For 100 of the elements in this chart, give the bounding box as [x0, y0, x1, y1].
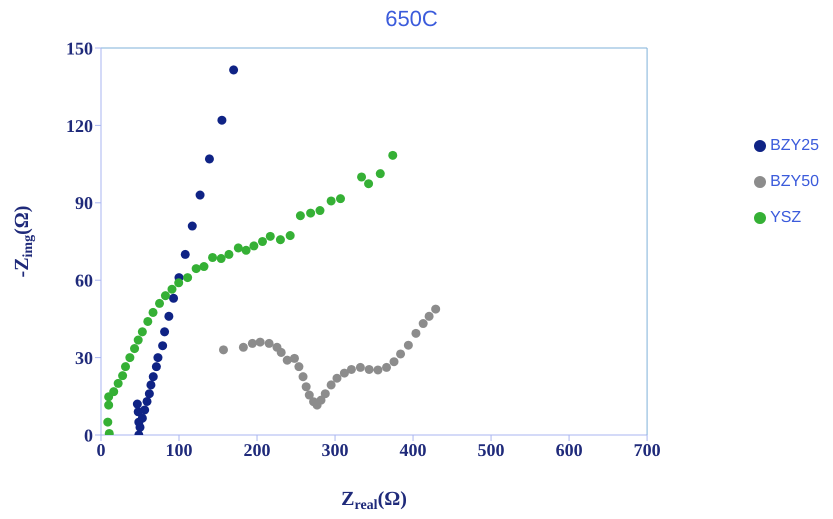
point: [229, 65, 238, 74]
point: [298, 372, 308, 382]
point: [120, 362, 130, 372]
point: [315, 206, 324, 216]
point: [192, 264, 201, 274]
point: [266, 232, 275, 241]
point: [180, 250, 190, 259]
x-tick-label: 600: [556, 440, 583, 460]
point: [294, 362, 304, 372]
point: [376, 169, 385, 178]
x-tick-label: 300: [322, 440, 349, 460]
point: [302, 382, 311, 392]
point: [306, 208, 316, 218]
y-tick-label: 60: [75, 270, 93, 291]
point: [431, 304, 440, 314]
point: [109, 387, 118, 396]
x-tick-label: 700: [634, 440, 661, 460]
point: [332, 374, 342, 383]
point: [118, 371, 128, 380]
point: [146, 380, 156, 390]
point: [148, 372, 158, 382]
point: [125, 353, 134, 362]
point: [153, 353, 162, 362]
point: [424, 312, 434, 321]
point: [238, 342, 248, 352]
point: [142, 396, 152, 406]
point: [130, 344, 140, 354]
point: [134, 336, 143, 345]
point: [336, 194, 346, 204]
point: [373, 365, 382, 374]
y-tick-label: 120: [66, 116, 93, 136]
point: [320, 389, 330, 398]
point: [286, 231, 295, 240]
point: [114, 378, 123, 388]
point: [396, 349, 406, 358]
x-tick-label: 100: [166, 440, 193, 460]
point: [204, 154, 214, 164]
y-tick-label: 0: [84, 425, 93, 446]
point: [154, 298, 164, 308]
point: [304, 390, 314, 400]
point: [134, 407, 143, 416]
point: [188, 222, 197, 231]
x-axis-title: Z$_{real}$(Ω): [341, 488, 407, 514]
point: [382, 362, 392, 372]
point: [104, 400, 114, 410]
point: [169, 294, 178, 303]
x-tick-label: 200: [244, 440, 271, 460]
point: [158, 341, 168, 350]
point: [364, 364, 374, 374]
point: [256, 338, 265, 347]
point: [160, 327, 170, 336]
x-tick-label: 400: [400, 440, 427, 460]
point: [224, 250, 234, 259]
point: [234, 243, 243, 252]
point: [346, 364, 356, 374]
point: [152, 362, 161, 372]
point: [264, 338, 274, 348]
legend-label: YSZ: [770, 209, 802, 226]
point: [357, 172, 366, 182]
point: [218, 345, 228, 354]
point: [103, 418, 112, 427]
point: [132, 400, 142, 409]
point: [316, 396, 326, 405]
point: [276, 235, 285, 244]
point: [144, 389, 154, 398]
point: [326, 196, 336, 206]
point: [196, 190, 205, 200]
point: [143, 316, 152, 326]
point: [160, 291, 170, 300]
point: [148, 308, 158, 317]
legend-label: BZY25: [770, 137, 819, 154]
point: [164, 312, 174, 321]
point: [411, 328, 420, 338]
point: [208, 252, 218, 262]
point: [389, 357, 399, 366]
point: [167, 284, 177, 294]
point: [388, 150, 398, 160]
point: [356, 362, 365, 372]
point: [174, 278, 184, 288]
point: [296, 211, 305, 220]
point: [216, 254, 226, 264]
y-tick-label: 90: [75, 193, 93, 214]
point: [249, 241, 258, 250]
x-tick-label: 0: [96, 440, 106, 460]
chart-title: 650C: [384, 6, 439, 32]
point: [276, 348, 286, 357]
x-tick-label: 500: [478, 440, 505, 460]
point: [290, 354, 299, 363]
point: [340, 368, 349, 378]
legend-label: BZY50: [770, 173, 819, 190]
point: [364, 179, 374, 188]
point: [248, 338, 257, 348]
y-tick-label: 30: [75, 348, 93, 368]
point: [217, 116, 226, 125]
point: [258, 236, 267, 246]
point: [418, 319, 428, 328]
point: [326, 380, 336, 390]
y-tick-label: 150: [66, 38, 93, 58]
point: [199, 262, 208, 272]
point: [404, 340, 413, 350]
